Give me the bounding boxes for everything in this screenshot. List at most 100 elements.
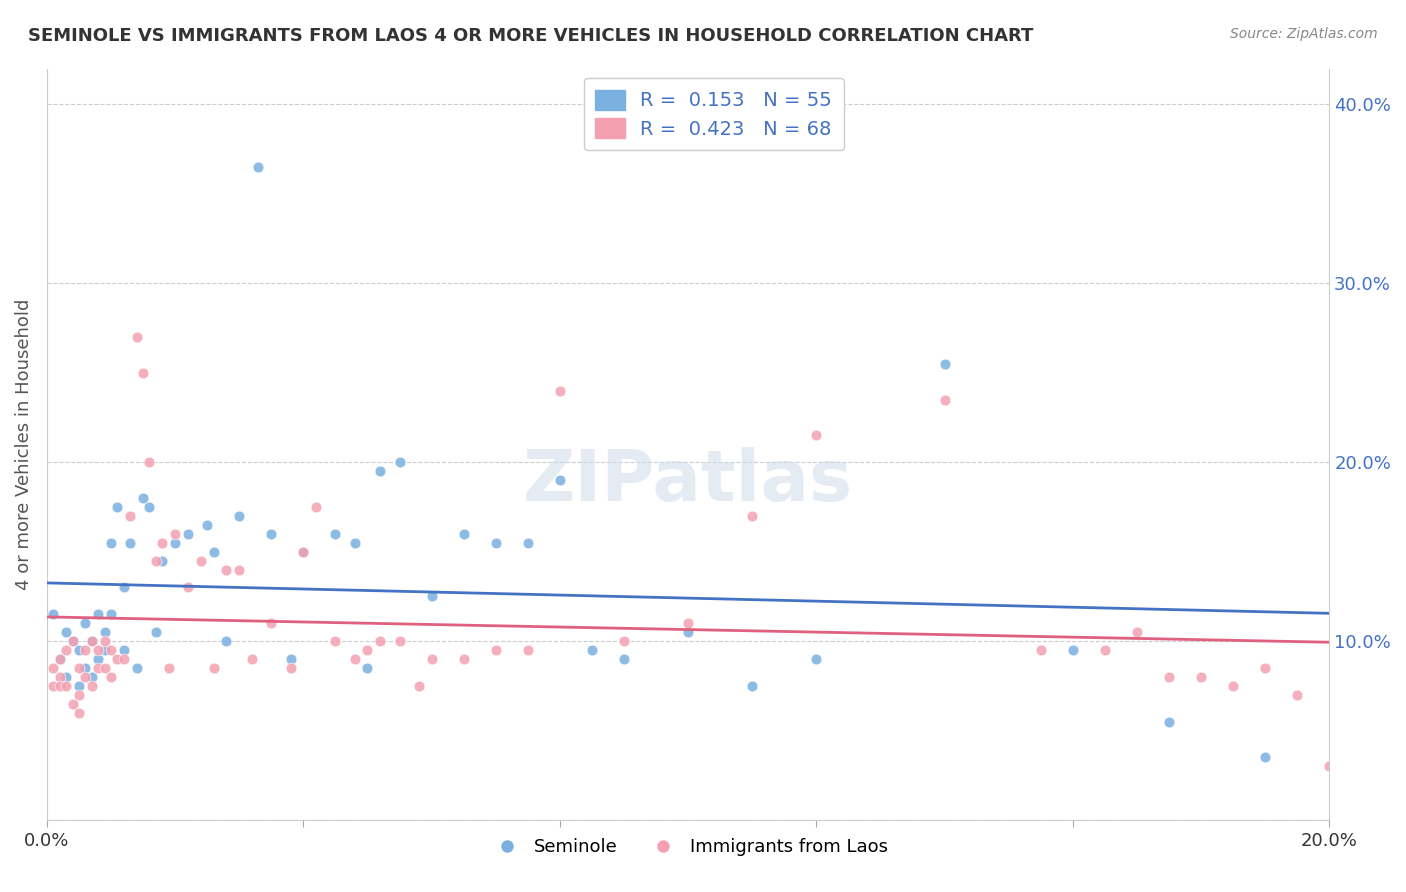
Point — [260, 616, 283, 631]
Point — [55, 625, 77, 640]
Point — [93, 661, 115, 675]
Point — [613, 652, 636, 666]
Text: SEMINOLE VS IMMIGRANTS FROM LAOS 4 OR MORE VEHICLES IN HOUSEHOLD CORRELATION CHA: SEMINOLE VS IMMIGRANTS FROM LAOS 4 OR MO… — [28, 27, 1033, 45]
Point — [202, 544, 225, 558]
Point — [67, 661, 90, 675]
Point — [388, 634, 411, 648]
Point — [356, 643, 378, 657]
Point — [806, 652, 828, 666]
Point — [42, 679, 65, 693]
Point — [240, 652, 263, 666]
Point — [150, 554, 173, 568]
Point — [67, 643, 90, 657]
Point — [485, 535, 508, 549]
Point — [325, 634, 347, 648]
Point — [138, 455, 160, 469]
Point — [100, 607, 122, 622]
Point — [485, 643, 508, 657]
Point — [48, 679, 70, 693]
Point — [343, 652, 366, 666]
Point — [420, 590, 443, 604]
Point — [247, 160, 270, 174]
Point — [177, 581, 200, 595]
Point — [228, 563, 250, 577]
Point — [112, 643, 135, 657]
Point — [613, 634, 636, 648]
Point — [100, 643, 122, 657]
Point — [1029, 643, 1052, 657]
Point — [150, 535, 173, 549]
Point — [806, 428, 828, 442]
Point — [280, 661, 302, 675]
Point — [145, 625, 167, 640]
Point — [75, 661, 97, 675]
Point — [67, 688, 90, 702]
Point — [80, 679, 103, 693]
Point — [87, 643, 110, 657]
Point — [1126, 625, 1149, 640]
Y-axis label: 4 or more Vehicles in Household: 4 or more Vehicles in Household — [15, 299, 32, 590]
Point — [93, 643, 115, 657]
Point — [165, 535, 187, 549]
Point — [87, 607, 110, 622]
Point — [1254, 661, 1277, 675]
Point — [67, 706, 90, 720]
Point — [75, 643, 97, 657]
Point — [132, 491, 155, 505]
Point — [138, 500, 160, 514]
Point — [80, 670, 103, 684]
Point — [581, 643, 603, 657]
Point — [325, 526, 347, 541]
Point — [87, 652, 110, 666]
Point — [1286, 688, 1309, 702]
Point — [1222, 679, 1244, 693]
Point — [1317, 759, 1340, 773]
Point — [62, 634, 84, 648]
Point — [93, 634, 115, 648]
Point — [516, 535, 538, 549]
Point — [548, 473, 571, 487]
Point — [305, 500, 328, 514]
Point — [260, 526, 283, 541]
Point — [202, 661, 225, 675]
Point — [80, 634, 103, 648]
Point — [93, 625, 115, 640]
Point — [388, 455, 411, 469]
Point — [120, 508, 142, 523]
Point — [1189, 670, 1212, 684]
Legend: Seminole, Immigrants from Laos: Seminole, Immigrants from Laos — [481, 831, 894, 863]
Point — [676, 625, 699, 640]
Point — [676, 616, 699, 631]
Point — [48, 670, 70, 684]
Point — [1062, 643, 1084, 657]
Point — [292, 544, 315, 558]
Text: ZIPatlas: ZIPatlas — [523, 448, 853, 516]
Point — [42, 607, 65, 622]
Point — [125, 661, 148, 675]
Point — [120, 535, 142, 549]
Text: Source: ZipAtlas.com: Source: ZipAtlas.com — [1230, 27, 1378, 41]
Point — [112, 652, 135, 666]
Point — [80, 634, 103, 648]
Point — [112, 581, 135, 595]
Point — [55, 679, 77, 693]
Point — [100, 670, 122, 684]
Point — [177, 526, 200, 541]
Point — [215, 563, 238, 577]
Point — [741, 679, 763, 693]
Point — [75, 616, 97, 631]
Point — [280, 652, 302, 666]
Point — [87, 661, 110, 675]
Point — [1254, 750, 1277, 764]
Point — [55, 670, 77, 684]
Point — [100, 535, 122, 549]
Point — [67, 679, 90, 693]
Point — [55, 643, 77, 657]
Point — [408, 679, 430, 693]
Point — [453, 526, 475, 541]
Point — [1157, 670, 1180, 684]
Point — [165, 526, 187, 541]
Point — [741, 508, 763, 523]
Point — [195, 517, 218, 532]
Point — [292, 544, 315, 558]
